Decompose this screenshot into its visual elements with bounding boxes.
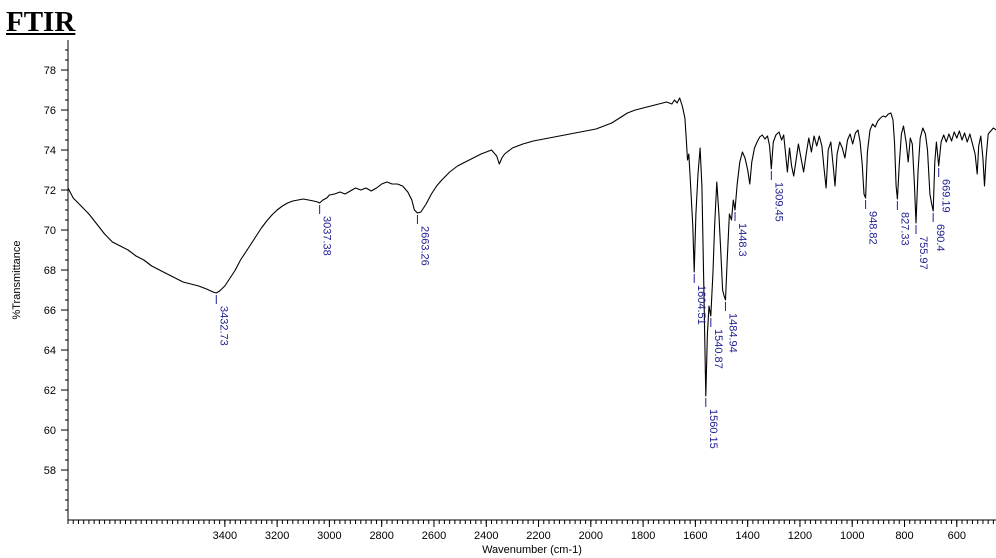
x-tick-label: 600 — [948, 530, 966, 542]
peak-label: 1448.3 — [736, 223, 748, 257]
x-tick-label: 2400 — [474, 530, 498, 542]
x-tick-label: 800 — [895, 530, 913, 542]
x-tick-label: 3400 — [213, 530, 237, 542]
x-tick-label: 1000 — [840, 530, 864, 542]
x-axis-label: Wavenumber (cm-1) — [482, 544, 582, 556]
peak-label: 827.33 — [898, 212, 910, 246]
ticks: 3400 3200 3000 2800 2600 2400 2200 2000 1800 1600… — [44, 49, 994, 542]
peak-label: 1540.87 — [712, 329, 724, 369]
peak-label: 1604.51 — [695, 285, 707, 325]
y-tick-label: 78 — [44, 65, 56, 77]
chart-title: FTIR — [6, 6, 76, 38]
peak-label: 669.19 — [940, 179, 952, 213]
y-tick-label: 66 — [44, 305, 56, 317]
peak-label: 948.82 — [867, 211, 879, 245]
x-tick-label: 2600 — [422, 530, 446, 542]
x-tick-label: 1600 — [683, 530, 707, 542]
x-tick-label: 1800 — [631, 530, 655, 542]
x-tick-label: 2200 — [526, 530, 550, 542]
peak-label: 755.97 — [917, 236, 929, 270]
x-tick-label: 2000 — [579, 530, 603, 542]
peak-label: 1309.45 — [772, 182, 784, 222]
spectrum-line — [67, 97, 996, 397]
peak-label: 3037.38 — [321, 216, 333, 256]
y-tick-label: 74 — [44, 145, 56, 157]
y-tick-label: 60 — [44, 425, 56, 437]
axes — [67, 40, 996, 521]
y-axis-label: %Transmittance — [11, 240, 23, 319]
peak-label: 2663.26 — [418, 226, 430, 266]
peak-label: 3432.73 — [217, 306, 229, 346]
peak-label: 1484.94 — [726, 313, 738, 353]
y-tick-label: 70 — [44, 225, 56, 237]
y-tick-label: 64 — [44, 345, 56, 357]
y-tick-label: 62 — [44, 385, 56, 397]
y-tick-label: 58 — [44, 465, 56, 477]
y-tick-label: 72 — [44, 185, 56, 197]
x-tick-label: 2800 — [369, 530, 393, 542]
x-tick-label: 1200 — [788, 530, 812, 542]
y-tick-label: 68 — [44, 265, 56, 277]
peak-label: 690.4 — [934, 224, 946, 252]
x-tick-label: 1400 — [735, 530, 759, 542]
series — [67, 97, 996, 397]
peak-label: 1560.15 — [707, 409, 719, 449]
x-tick-label: 3000 — [317, 530, 341, 542]
y-tick-label: 76 — [44, 105, 56, 117]
peak-annotations: 3432.73 3037.38 2663.26 1604.51 1560.15 1540.… — [215, 168, 952, 449]
x-tick-label: 3200 — [265, 530, 289, 542]
